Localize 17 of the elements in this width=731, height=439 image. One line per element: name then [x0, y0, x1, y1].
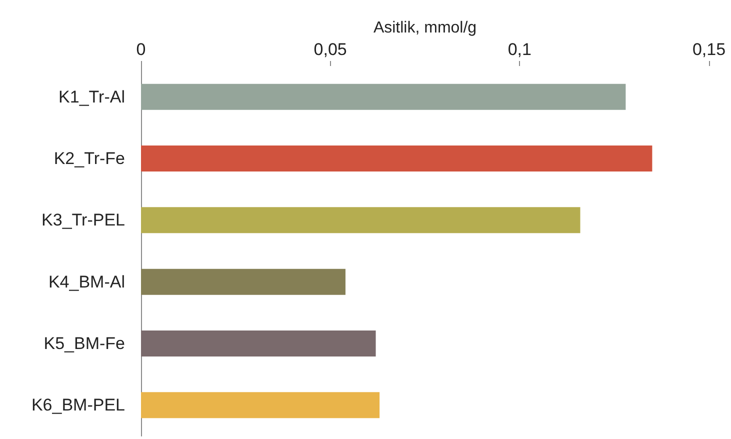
bar [141, 207, 580, 234]
x-axis-title: Asitlik, mmol/g [373, 20, 477, 36]
y-tick-label: K1_Tr-Al [58, 87, 125, 106]
bar [141, 392, 380, 418]
x-tick-label: 0,1 [508, 40, 532, 59]
y-tick-label: K3_Tr-PEL [42, 210, 125, 230]
x-tick-label: 0 [136, 40, 146, 59]
bar [141, 84, 626, 110]
bar [141, 268, 346, 295]
y-tick-label: K4_BM-Al [48, 272, 125, 292]
y-tick-label: K6_BM-PEL [31, 396, 125, 415]
bar [141, 146, 652, 172]
bar [141, 330, 376, 356]
y-tick-label: K2_Tr-Fe [54, 149, 125, 168]
x-tick-label: 0,15 [692, 40, 726, 59]
x-tick-label: 0,05 [314, 40, 347, 59]
y-tick-label: K5_BM-Fe [44, 334, 125, 353]
